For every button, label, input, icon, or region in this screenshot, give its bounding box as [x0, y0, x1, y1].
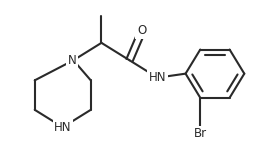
Text: N: N	[68, 54, 76, 67]
Text: HN: HN	[54, 121, 72, 134]
Text: Br: Br	[194, 127, 207, 140]
Text: O: O	[137, 24, 146, 37]
Text: HN: HN	[149, 71, 166, 84]
